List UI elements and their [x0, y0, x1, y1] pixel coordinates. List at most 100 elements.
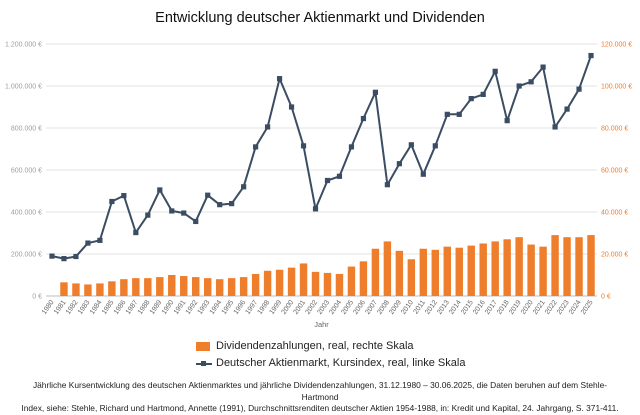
- bar: [395, 250, 404, 296]
- line-point: [276, 76, 283, 82]
- y-tick-label-left: 400.000 €: [11, 210, 42, 217]
- bar: [311, 271, 320, 296]
- bar: [215, 279, 224, 296]
- line-point: [552, 124, 558, 130]
- bar: [192, 277, 200, 296]
- bar: [563, 237, 571, 296]
- bar: [419, 248, 428, 296]
- bar: [108, 281, 116, 296]
- line-point: [576, 86, 582, 92]
- bar: [132, 278, 140, 296]
- line-point: [264, 124, 271, 130]
- bar: [515, 237, 523, 296]
- bar: [551, 235, 559, 296]
- bar: [263, 270, 272, 296]
- line-point: [336, 173, 343, 179]
- bar: [347, 266, 356, 296]
- line-point: [288, 104, 295, 110]
- bar: [443, 246, 451, 296]
- line-point: [492, 68, 498, 74]
- line-point: [504, 118, 510, 124]
- line-point: [61, 256, 67, 262]
- bar: [323, 272, 332, 296]
- line-point: [324, 177, 331, 184]
- line-point: [181, 210, 187, 216]
- line-point: [85, 240, 91, 246]
- bar: [120, 279, 128, 296]
- x-tick-label: 2010: [400, 299, 415, 316]
- bar: [287, 267, 296, 296]
- bar: [539, 246, 547, 296]
- legend-label-index: Deutscher Aktienmarkt, Kursindex, real, …: [216, 357, 466, 369]
- footnote: Jährliche Kursentwicklung des deutschen …: [20, 380, 620, 415]
- bar: [575, 237, 583, 296]
- line-point: [540, 64, 546, 70]
- y-tick-label-left: 800.000 €: [11, 126, 42, 133]
- bar: [144, 278, 152, 296]
- series-line: [51, 55, 592, 260]
- bar: [180, 276, 188, 296]
- y-tick-label-left: 1.000.000 €: [5, 84, 42, 91]
- bar: [96, 283, 104, 296]
- line-point: [456, 111, 462, 117]
- y-tick-label-right: 80.000 €: [601, 126, 628, 133]
- line-point: [480, 91, 486, 97]
- line-point: [360, 115, 367, 122]
- line-point: [97, 237, 103, 243]
- bar: [203, 278, 212, 296]
- line-point: [528, 79, 534, 85]
- y-tick-label-left: 200.000 €: [11, 252, 42, 259]
- line-point: [121, 193, 127, 199]
- chart-title: Entwicklung deutscher Aktienmarkt und Di…: [155, 10, 485, 26]
- line-point: [588, 52, 594, 59]
- x-tick-label: 2025: [580, 299, 595, 316]
- bar: [72, 283, 80, 296]
- line-point: [145, 212, 151, 218]
- y-tick-label-left: 0 €: [32, 294, 42, 301]
- legend-label-dividends: Dividendenzahlungen, real, rechte Skala: [216, 340, 414, 352]
- bar: [60, 282, 68, 296]
- line-point: [372, 89, 379, 95]
- footnote-line-2: Index, siehe: Stehle, Richard und Hartmo…: [21, 403, 619, 413]
- bar: [527, 244, 535, 296]
- line-point: [444, 111, 450, 117]
- bar: [359, 261, 368, 296]
- y-tick-label-right: 100.000 €: [601, 84, 632, 91]
- bar: [299, 263, 308, 296]
- line-point: [229, 201, 235, 207]
- line-point: [300, 143, 307, 149]
- line-point: [468, 96, 474, 102]
- bar: [168, 275, 176, 296]
- line-point: [109, 198, 115, 205]
- bar: [275, 269, 284, 296]
- legend-item-dividends: Dividendenzahlungen, real, rechte Skala: [196, 340, 414, 352]
- y-tick-label-right: 40.000 €: [601, 210, 628, 217]
- line-point: [253, 144, 259, 150]
- line-point: [516, 83, 522, 89]
- line-point: [241, 184, 247, 190]
- line-point: [205, 192, 211, 198]
- line-point: [408, 142, 414, 148]
- bar: [491, 241, 499, 296]
- line-point: [348, 144, 355, 150]
- bar: [431, 249, 440, 296]
- bar: [239, 277, 248, 296]
- y-tick-label-right: 60.000 €: [601, 168, 628, 175]
- bar: [587, 235, 595, 296]
- line-point: [157, 187, 163, 193]
- bar: [455, 247, 463, 296]
- x-axis-label: Jahr: [314, 320, 329, 329]
- line-point: [169, 208, 175, 214]
- bar: [479, 243, 487, 296]
- bar: [251, 273, 260, 296]
- line-point: [133, 229, 139, 236]
- bar: [503, 239, 511, 296]
- line-point: [217, 202, 223, 208]
- bar: [383, 241, 392, 296]
- bar: [156, 277, 164, 296]
- y-tick-label-left: 600.000 €: [11, 168, 42, 175]
- line-point: [432, 143, 438, 149]
- line-point: [420, 171, 426, 177]
- bar: [335, 273, 344, 296]
